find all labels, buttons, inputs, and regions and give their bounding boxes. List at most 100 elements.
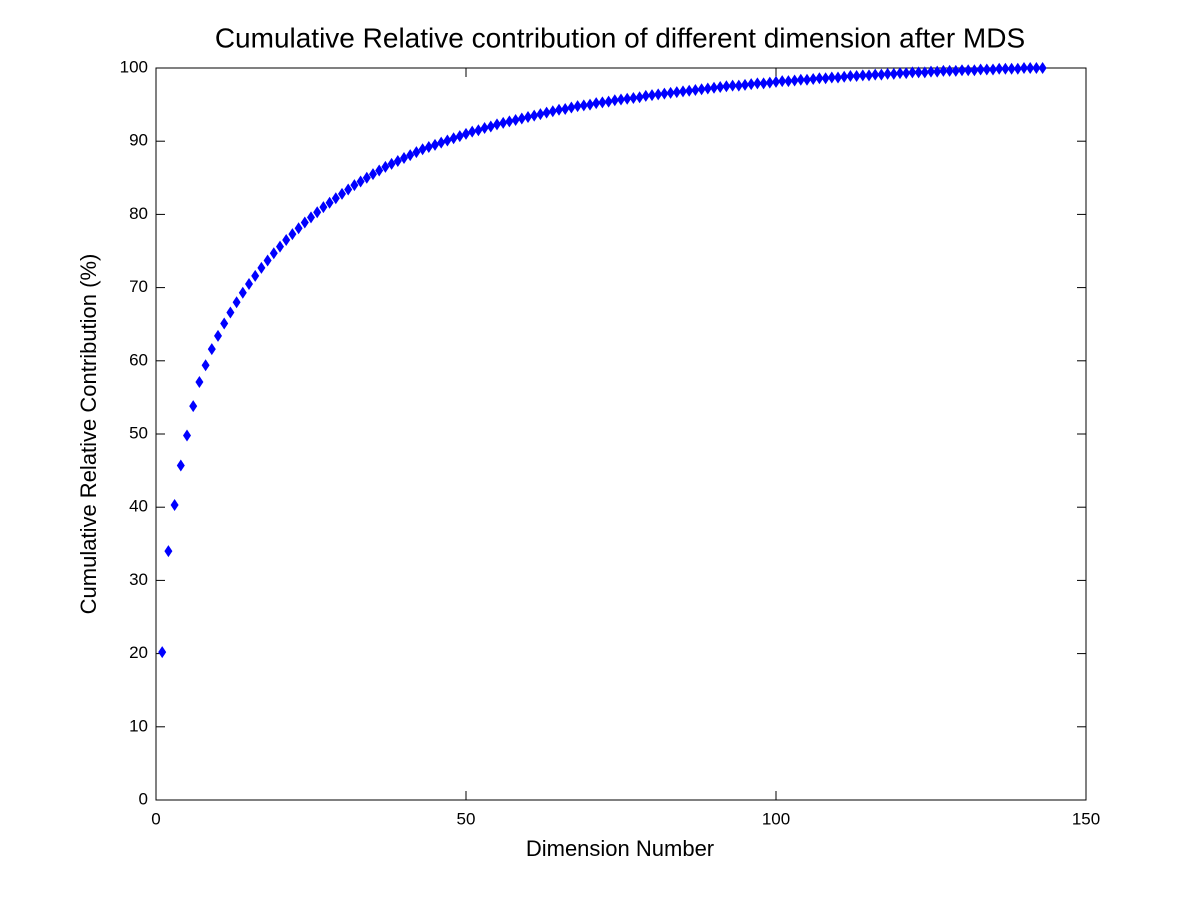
data-point (294, 222, 303, 235)
data-point (1026, 62, 1035, 74)
data-point (170, 499, 179, 512)
data-point (716, 81, 725, 94)
data-point (852, 70, 861, 83)
data-point (796, 73, 805, 86)
data-point (691, 83, 700, 96)
y-tick-label: 90 (129, 131, 148, 150)
data-point (809, 72, 818, 85)
data-point (269, 247, 278, 260)
data-point (462, 127, 470, 140)
data-point (747, 78, 756, 91)
data-point (834, 71, 842, 84)
data-point (1032, 62, 1041, 74)
data-point (896, 67, 904, 80)
data-point (710, 81, 718, 94)
plot-frame (155, 67, 1087, 801)
data-point (790, 74, 799, 87)
data-point (1038, 62, 1047, 74)
data-point (660, 87, 669, 100)
data-point (877, 68, 886, 81)
data-point (945, 64, 954, 77)
data-point (356, 175, 365, 188)
data-point (914, 66, 923, 79)
data-point (511, 113, 520, 126)
data-point (158, 646, 167, 659)
data-point (803, 73, 811, 86)
x-tick-label: 150 (1072, 809, 1100, 828)
data-point (344, 183, 353, 196)
data-point (728, 79, 737, 92)
y-tick-label: 20 (129, 643, 148, 662)
data-point (741, 78, 749, 91)
data-point (784, 75, 793, 88)
y-tick-label: 100 (120, 57, 148, 76)
data-point (617, 93, 625, 106)
data-point (579, 99, 588, 112)
x-tick-label: 50 (457, 809, 476, 828)
data-point (424, 141, 433, 154)
data-point (257, 261, 266, 274)
data-point (1020, 62, 1028, 74)
data-point (821, 72, 830, 85)
data-point (548, 105, 557, 118)
data-point (189, 400, 198, 413)
data-point (536, 108, 545, 121)
data-point (542, 106, 551, 119)
data-point (431, 138, 439, 151)
data-point (908, 66, 917, 79)
data-point (480, 122, 489, 135)
data-point (641, 89, 650, 102)
data-point (976, 63, 985, 76)
x-tick-label: 100 (762, 809, 790, 828)
data-point (195, 376, 204, 389)
data-point (586, 98, 594, 111)
data-point (350, 179, 359, 192)
data-point (555, 103, 563, 116)
data-point (288, 228, 297, 241)
data-point (251, 269, 260, 282)
data-point (263, 254, 272, 267)
data-point (927, 65, 935, 78)
y-tick-label: 0 (139, 789, 148, 808)
data-point (970, 64, 979, 77)
data-point (375, 164, 384, 177)
y-tick-label: 60 (129, 350, 148, 369)
data-point (381, 160, 390, 173)
data-point (765, 76, 774, 89)
data-point (325, 196, 334, 209)
data-point (276, 240, 284, 253)
data-point (220, 317, 229, 330)
data-point (889, 67, 898, 80)
data-point (207, 343, 216, 356)
data-point (623, 92, 632, 105)
data-point (232, 296, 241, 309)
data-point (772, 75, 780, 88)
data-point (629, 92, 638, 105)
data-point (437, 136, 446, 149)
data-point (722, 80, 731, 93)
data-point (815, 72, 824, 85)
chart-title: Cumulative Relative contribution of diff… (215, 22, 1025, 53)
y-tick-label: 40 (129, 497, 148, 516)
data-point (685, 84, 694, 97)
data-point (697, 83, 706, 96)
data-point (400, 152, 408, 165)
data-point (883, 67, 892, 80)
x-tick-label: 0 (151, 809, 160, 828)
data-point (958, 64, 966, 77)
data-point (319, 201, 328, 214)
data-point (840, 70, 849, 83)
y-tick-label: 70 (129, 277, 148, 296)
data-point (369, 168, 377, 181)
y-axis-label: Cumulative Relative Contribution (%) (76, 254, 101, 615)
data-point (573, 100, 582, 113)
data-point (183, 429, 191, 442)
data-point (902, 67, 911, 80)
data-point (964, 64, 973, 77)
data-point (827, 71, 836, 84)
data-point (524, 111, 532, 124)
data-point (443, 134, 452, 147)
data-point (759, 77, 768, 90)
data-point (313, 206, 322, 219)
